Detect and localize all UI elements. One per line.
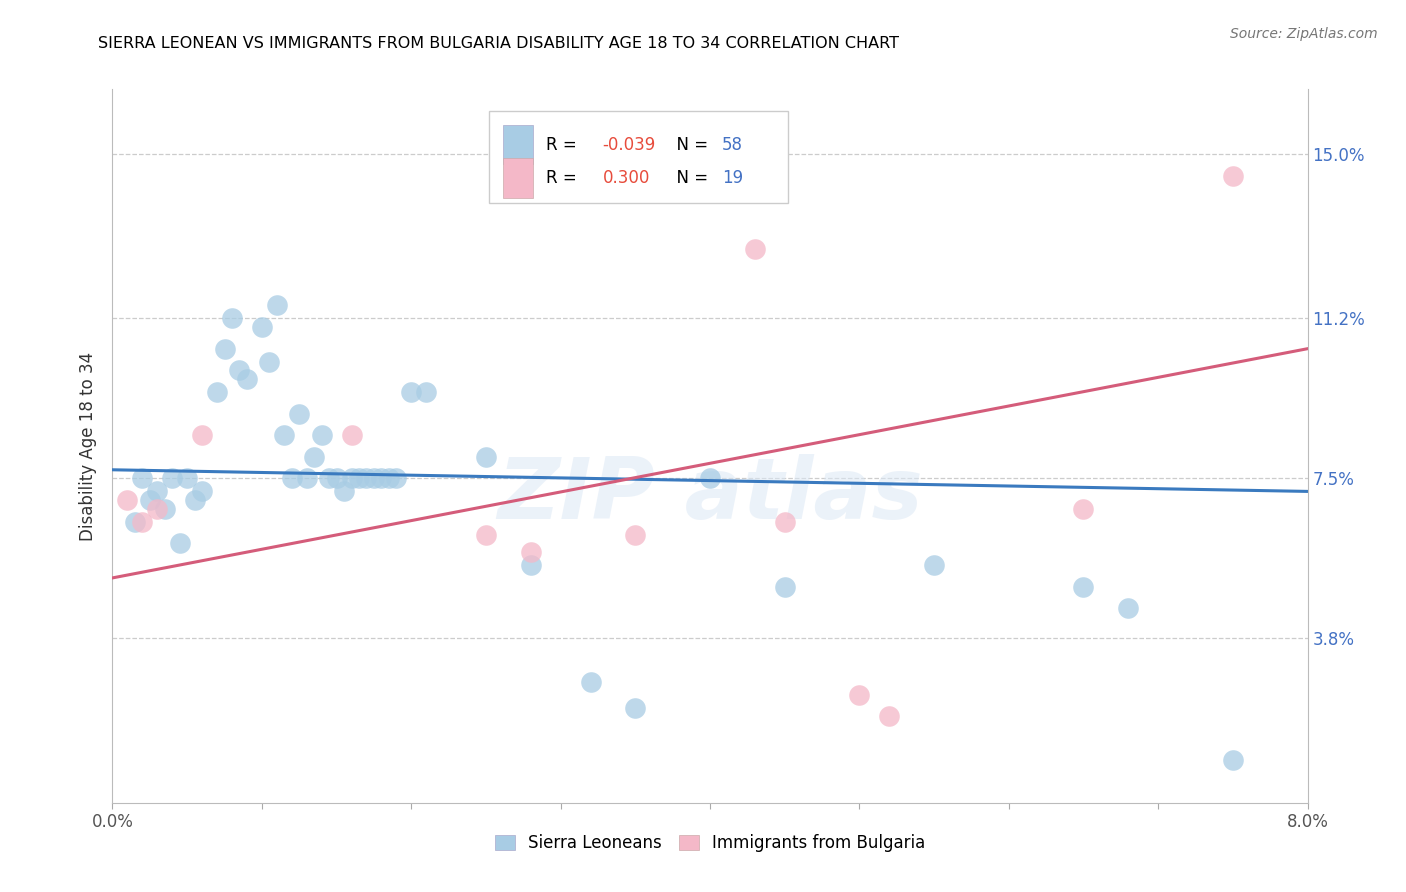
Point — [146, 484, 169, 499]
Point — [318, 471, 340, 485]
Point — [699, 471, 721, 485]
Text: Source: ZipAtlas.com: Source: ZipAtlas.com — [1230, 27, 1378, 41]
Point — [191, 428, 214, 442]
Point — [1073, 580, 1095, 594]
Point — [922, 558, 945, 572]
Point — [259, 354, 281, 368]
Point — [295, 471, 318, 485]
Point — [214, 342, 236, 356]
Point — [273, 428, 295, 442]
Point — [475, 527, 498, 541]
Point — [139, 493, 162, 508]
Point — [333, 484, 356, 499]
Point — [266, 298, 288, 312]
Point — [153, 501, 176, 516]
FancyBboxPatch shape — [489, 111, 787, 203]
Point — [205, 384, 228, 399]
Y-axis label: Disability Age 18 to 34: Disability Age 18 to 34 — [79, 351, 97, 541]
Point — [378, 471, 401, 485]
Legend: Sierra Leoneans, Immigrants from Bulgaria: Sierra Leoneans, Immigrants from Bulgari… — [488, 828, 932, 859]
Point — [624, 527, 647, 541]
Point — [475, 450, 498, 464]
Point — [250, 320, 273, 334]
Point — [415, 384, 437, 399]
Point — [879, 709, 901, 723]
Point — [124, 515, 146, 529]
Point — [221, 311, 243, 326]
Point — [1222, 753, 1244, 767]
Point — [340, 428, 363, 442]
Point — [1073, 501, 1095, 516]
Point — [281, 471, 304, 485]
Point — [520, 545, 543, 559]
Point — [1118, 601, 1140, 615]
Text: R =: R = — [547, 169, 582, 187]
Point — [146, 501, 169, 516]
Point — [347, 471, 370, 485]
Point — [773, 515, 796, 529]
Point — [288, 407, 311, 421]
Point — [363, 471, 385, 485]
Point — [1222, 169, 1244, 183]
Point — [520, 558, 543, 572]
Point — [302, 450, 325, 464]
Point — [183, 493, 205, 508]
Point — [340, 471, 363, 485]
Point — [401, 384, 423, 399]
Point — [356, 471, 378, 485]
Text: -0.039: -0.039 — [603, 136, 655, 153]
Text: ZIP atlas: ZIP atlas — [498, 454, 922, 538]
FancyBboxPatch shape — [503, 159, 533, 198]
Text: N =: N = — [666, 136, 713, 153]
Point — [131, 515, 153, 529]
Point — [744, 242, 766, 256]
Point — [131, 471, 153, 485]
Point — [236, 372, 259, 386]
Point — [311, 428, 333, 442]
Point — [117, 493, 139, 508]
Text: 0.300: 0.300 — [603, 169, 650, 187]
Point — [169, 536, 191, 550]
Text: 58: 58 — [723, 136, 742, 153]
Text: R =: R = — [547, 136, 582, 153]
Point — [773, 580, 796, 594]
Point — [162, 471, 183, 485]
Point — [176, 471, 198, 485]
Point — [579, 674, 602, 689]
Point — [228, 363, 250, 377]
Point — [385, 471, 408, 485]
Point — [325, 471, 347, 485]
Point — [191, 484, 214, 499]
Text: SIERRA LEONEAN VS IMMIGRANTS FROM BULGARIA DISABILITY AGE 18 TO 34 CORRELATION C: SIERRA LEONEAN VS IMMIGRANTS FROM BULGAR… — [98, 36, 900, 51]
FancyBboxPatch shape — [503, 125, 533, 164]
Point — [370, 471, 392, 485]
Text: 19: 19 — [723, 169, 744, 187]
Text: N =: N = — [666, 169, 713, 187]
Point — [848, 688, 870, 702]
Point — [624, 700, 647, 714]
